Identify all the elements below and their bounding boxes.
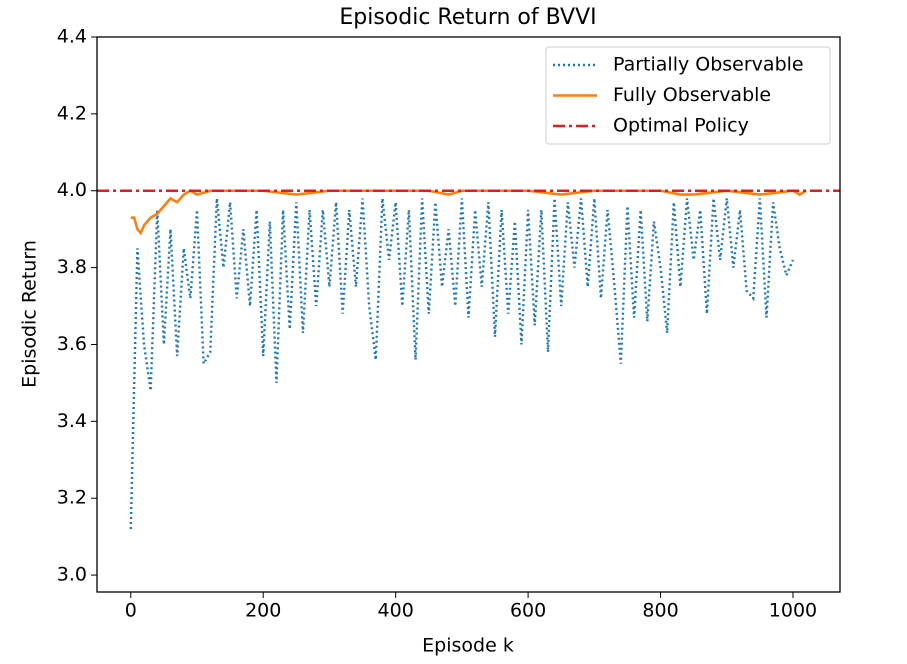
y-tick-label: 3.0 xyxy=(57,564,87,586)
legend: Partially Observable Fully Observable Opti… xyxy=(545,46,831,145)
legend-label: Optimal Policy xyxy=(613,115,749,137)
x-tick-label: 0 xyxy=(125,600,137,622)
y-tick-label: 4.0 xyxy=(57,179,87,201)
x-tick-label: 600 xyxy=(510,600,546,622)
x-axis-label: Episode k xyxy=(422,635,514,657)
legend-label: Fully Observable xyxy=(613,84,771,106)
x-tick-label: 200 xyxy=(245,600,281,622)
legend-box xyxy=(545,46,831,145)
y-tick-label: 3.6 xyxy=(57,333,87,355)
y-tick-label: 4.4 xyxy=(57,26,87,48)
y-tick-label: 4.2 xyxy=(57,102,87,124)
y-tick-label: 3.4 xyxy=(57,410,87,432)
series-line xyxy=(129,198,795,529)
y-tick-label: 3.8 xyxy=(57,256,87,278)
x-tick-label: 1000 xyxy=(769,600,817,622)
plot-area xyxy=(97,189,840,529)
legend-label: Partially Observable xyxy=(613,54,804,76)
y-axis-label: Episodic Return xyxy=(19,240,41,388)
axes-frame xyxy=(96,36,841,593)
x-tick-label: 800 xyxy=(642,600,678,622)
y-tick-label: 3.2 xyxy=(57,487,87,509)
x-tick-label: 400 xyxy=(378,600,414,622)
chart-title: Episodic Return of BVVI xyxy=(339,5,596,30)
